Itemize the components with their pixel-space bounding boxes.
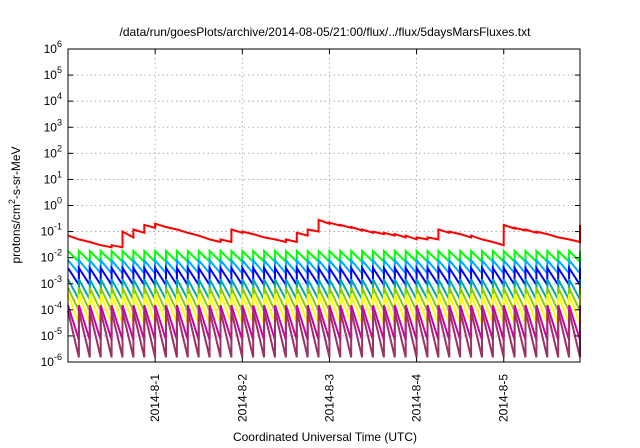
y-tick-label: 104	[44, 91, 62, 108]
y-axis: 10-610-510-410-310-210-11001011021031041…	[41, 39, 580, 369]
y-tick-label: 102	[44, 143, 62, 160]
y-tick-exp: 1	[57, 169, 62, 179]
y-tick-exp: -6	[54, 352, 62, 362]
y-axis-title-base: protons/cm	[9, 204, 23, 263]
x-tick-label: 2014-8-5	[497, 374, 511, 422]
y-axis-title-rest: -s-sr-MeV	[9, 146, 23, 199]
y-tick-exp: 0	[57, 196, 62, 206]
x-tick-label: 2014-8-1	[148, 374, 162, 422]
y-tick-label: 106	[44, 39, 62, 56]
y-tick-base: 10	[41, 303, 55, 317]
y-tick-label: 10-4	[41, 300, 62, 317]
y-tick-exp: 2	[57, 143, 62, 153]
y-axis-title: protons/cm2-s-sr-MeV	[7, 146, 23, 263]
series-line-8	[67, 310, 581, 358]
y-tick-base: 10	[41, 225, 55, 239]
series-line-0	[67, 218, 581, 249]
y-tick-exp: -5	[54, 326, 62, 336]
y-tick-base: 10	[41, 277, 55, 291]
y-tick-exp: 3	[57, 117, 62, 127]
y-tick-base: 10	[44, 42, 58, 56]
x-axis: 2014-8-1 2014-8-2 2014-8-3 2014-8-4 2014-8-5	[148, 49, 511, 422]
y-tick-label: 105	[44, 65, 62, 82]
y-tick-exp: -2	[54, 248, 62, 258]
y-axis-title-sup: 2	[7, 199, 17, 204]
y-tick-exp: 6	[57, 39, 62, 49]
y-tick-base: 10	[44, 199, 58, 213]
y-tick-label: 10-6	[41, 352, 62, 369]
x-axis-title: Coordinated Universal Time (UTC)	[233, 430, 417, 444]
x-tick-label: 2014-8-2	[235, 374, 249, 422]
y-tick-base: 10	[41, 355, 55, 369]
y-tick-label: 103	[44, 117, 62, 134]
y-tick-base: 10	[41, 251, 55, 265]
y-tick-base: 10	[44, 172, 58, 186]
y-tick-exp: -4	[54, 300, 62, 310]
x-tick-label: 2014-8-4	[410, 374, 424, 422]
y-tick-exp: 5	[57, 65, 62, 75]
y-tick-base: 10	[44, 146, 58, 160]
chart-title: /data/run/goesPlots/archive/2014-08-05/2…	[120, 25, 532, 39]
y-tick-label: 101	[44, 169, 62, 186]
y-tick-exp: -3	[54, 274, 62, 284]
y-tick-label: 100	[44, 196, 62, 213]
y-tick-label: 10-5	[41, 326, 62, 343]
y-tick-base: 10	[41, 329, 55, 343]
y-tick-base: 10	[44, 94, 58, 108]
y-tick-exp: -1	[54, 222, 62, 232]
x-tick-label: 2014-8-3	[322, 374, 336, 422]
series-group	[67, 218, 581, 358]
y-tick-base: 10	[44, 120, 58, 134]
y-tick-label: 10-1	[41, 222, 62, 239]
y-tick-exp: 4	[57, 91, 62, 101]
y-tick-label: 10-2	[41, 248, 62, 265]
y-tick-label: 10-3	[41, 274, 62, 291]
y-tick-base: 10	[44, 68, 58, 82]
